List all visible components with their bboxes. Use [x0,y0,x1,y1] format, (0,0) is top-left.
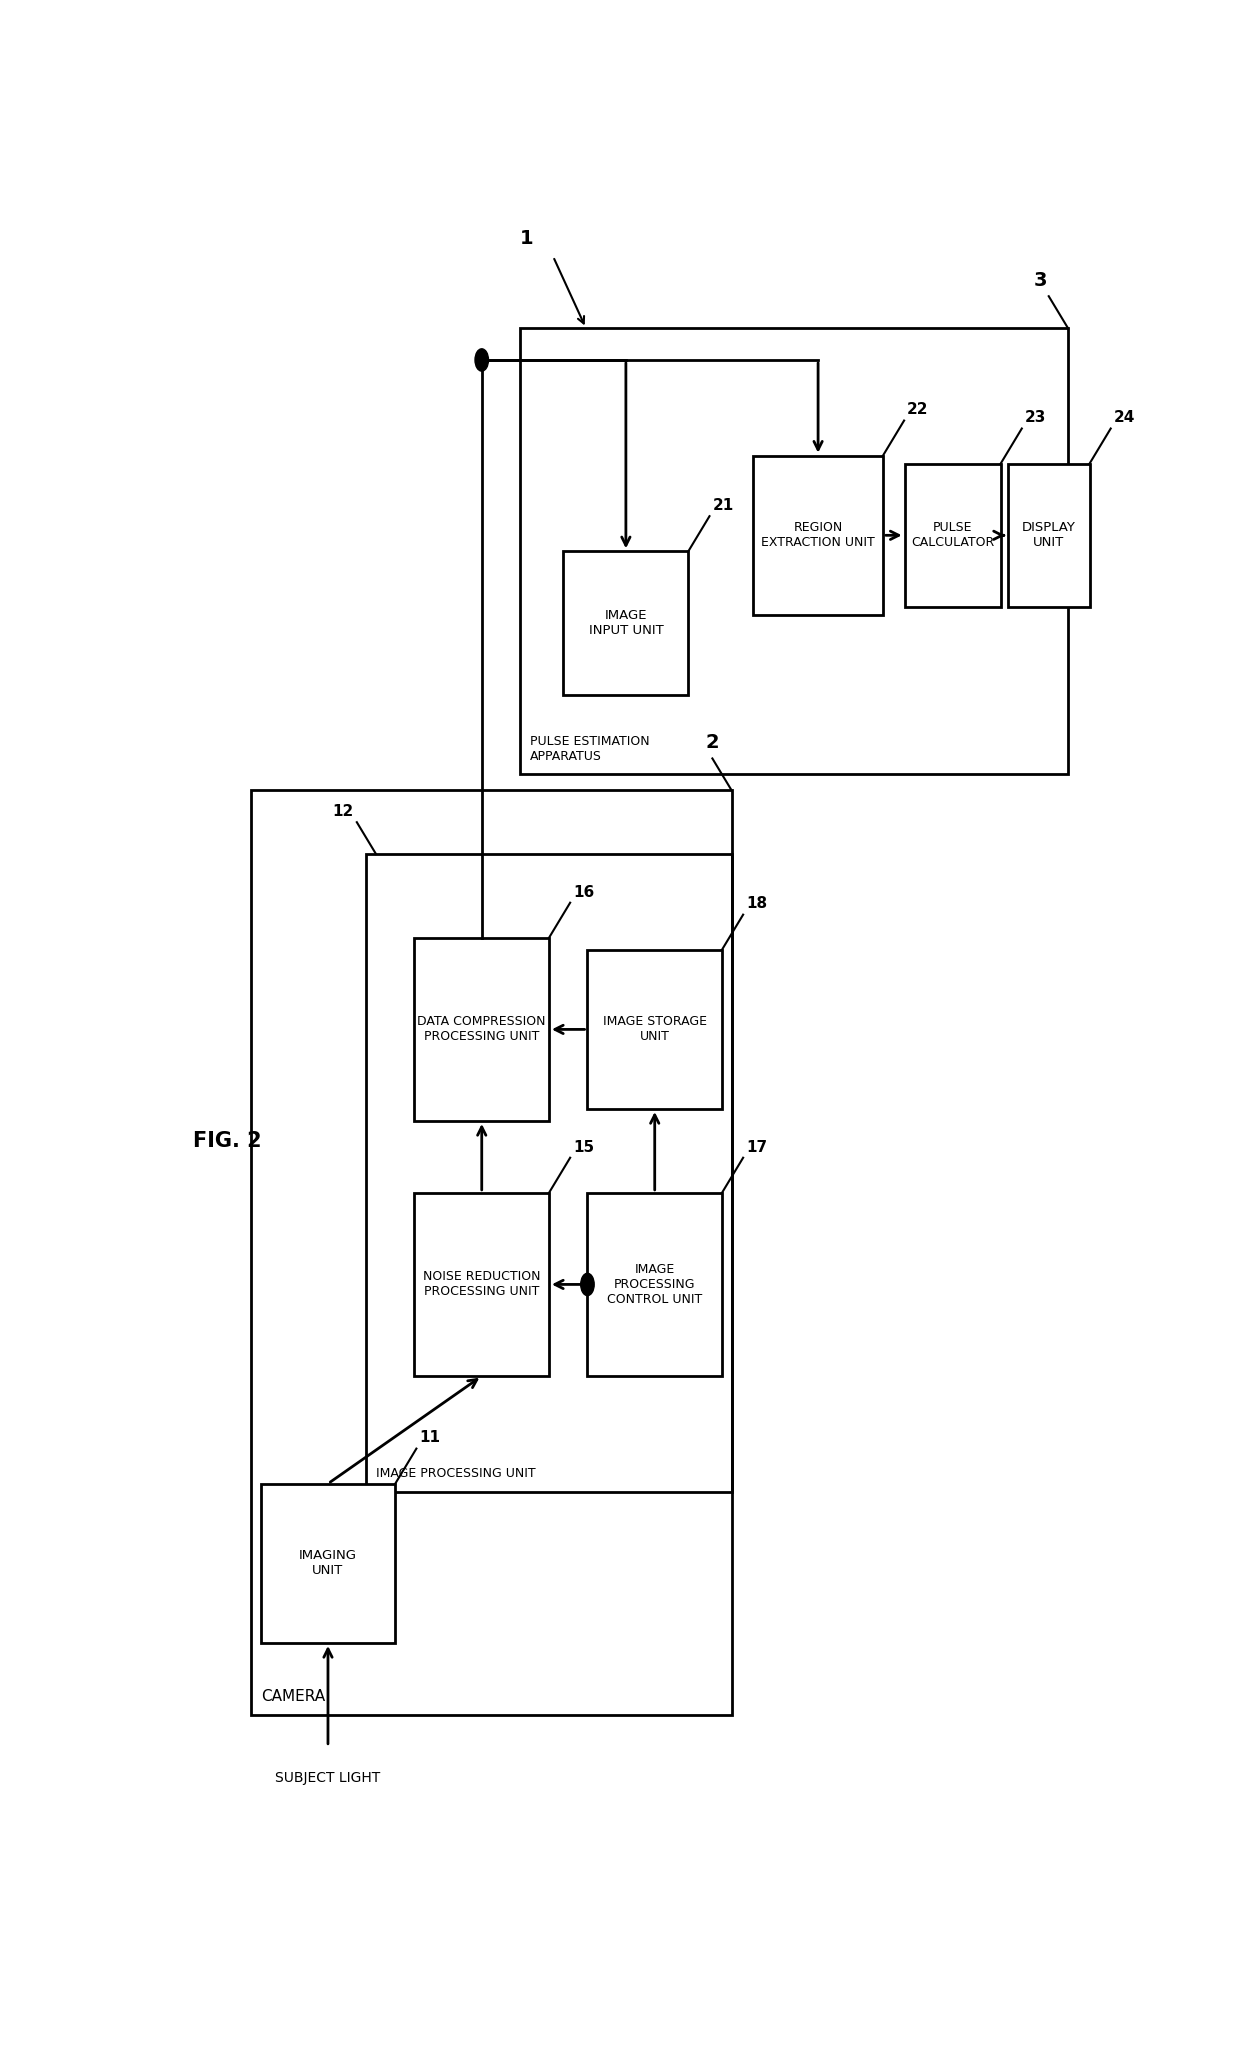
Bar [753,455,883,615]
Text: 24: 24 [1114,410,1135,424]
Text: IMAGE PROCESSING UNIT: IMAGE PROCESSING UNIT [376,1468,536,1480]
Bar [260,1484,396,1644]
Text: 21: 21 [712,499,734,513]
Bar [367,855,732,1492]
Text: 3: 3 [1033,271,1047,290]
Text: CAMERA: CAMERA [260,1689,325,1704]
Bar [588,950,722,1110]
Text: NOISE REDUCTION
PROCESSING UNIT: NOISE REDUCTION PROCESSING UNIT [423,1271,541,1298]
Text: 1: 1 [521,230,533,248]
Text: PULSE ESTIMATION
APPARATUS: PULSE ESTIMATION APPARATUS [529,735,650,764]
Bar [414,938,549,1122]
Bar [250,791,732,1714]
Text: REGION
EXTRACTION UNIT: REGION EXTRACTION UNIT [761,522,875,549]
Text: DATA COMPRESSION
PROCESSING UNIT: DATA COMPRESSION PROCESSING UNIT [418,1016,546,1043]
Text: IMAGE STORAGE
UNIT: IMAGE STORAGE UNIT [603,1016,707,1043]
Text: 15: 15 [573,1138,594,1155]
Text: IMAGE
INPUT UNIT: IMAGE INPUT UNIT [589,609,663,638]
Text: PULSE
CALCULATOR: PULSE CALCULATOR [911,522,994,549]
Text: 17: 17 [746,1138,768,1155]
Text: 2: 2 [706,733,719,751]
Text: 12: 12 [332,803,353,820]
Bar [563,551,688,696]
Circle shape [580,1273,594,1296]
Bar [1008,464,1090,607]
Bar [904,464,1001,607]
Text: FIG. 2: FIG. 2 [193,1130,262,1151]
Text: 11: 11 [419,1430,440,1445]
Text: 16: 16 [573,884,594,900]
Circle shape [475,350,489,371]
Text: 18: 18 [746,896,768,911]
Text: DISPLAY
UNIT: DISPLAY UNIT [1022,522,1075,549]
Text: IMAGING
UNIT: IMAGING UNIT [299,1548,357,1577]
Text: 23: 23 [1024,410,1047,424]
Text: IMAGE
PROCESSING
CONTROL UNIT: IMAGE PROCESSING CONTROL UNIT [608,1263,702,1306]
Bar [588,1192,722,1377]
Text: SUBJECT LIGHT: SUBJECT LIGHT [275,1770,381,1784]
Bar [521,327,1068,774]
Text: 22: 22 [906,402,929,418]
Bar [414,1192,549,1377]
